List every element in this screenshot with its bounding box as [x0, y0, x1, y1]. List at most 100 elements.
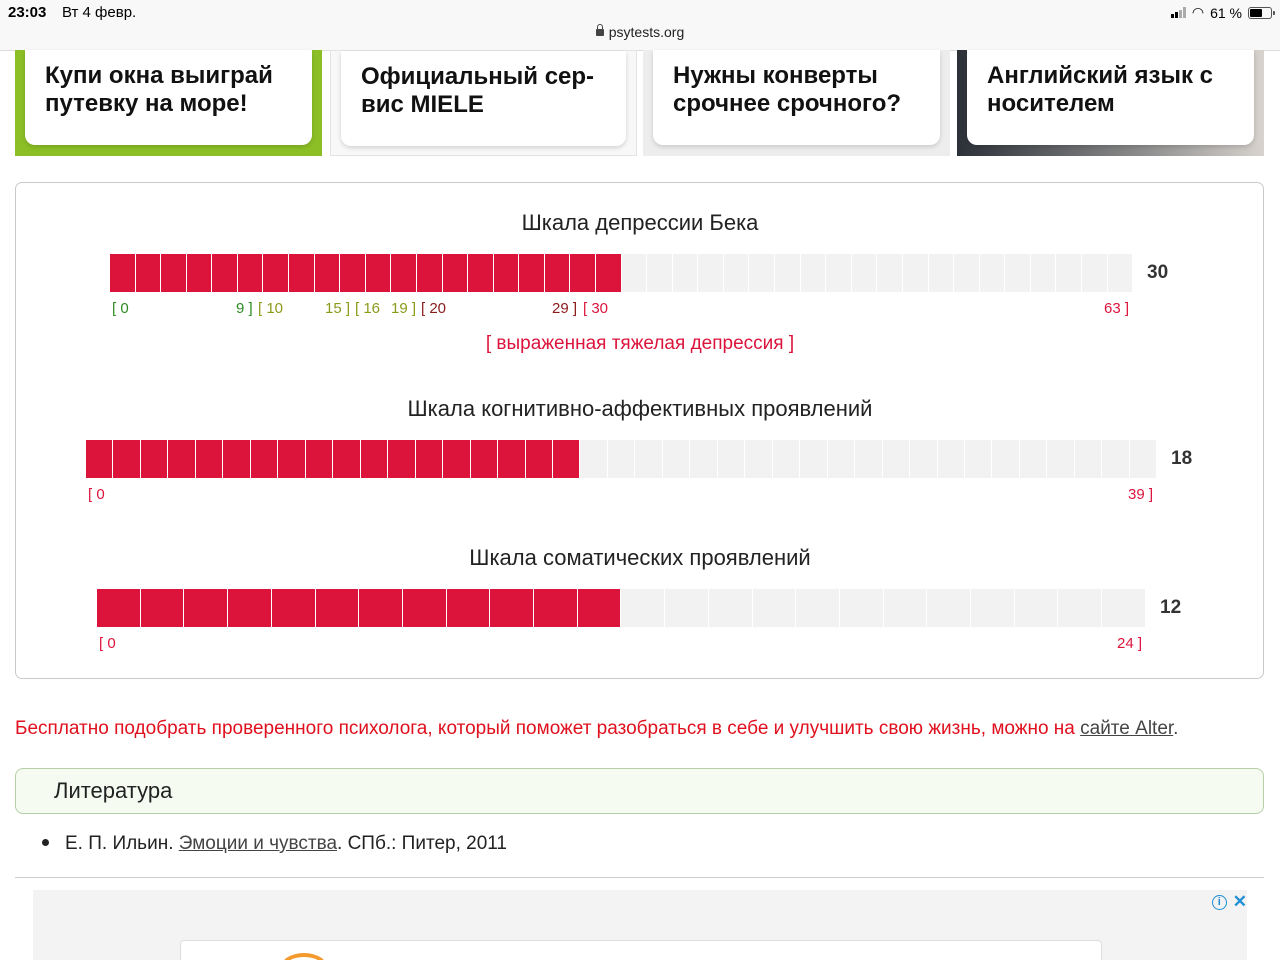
tick-label: 24 ]	[1117, 635, 1143, 652]
bar-segment-filled	[289, 254, 315, 292]
ad-info-icon[interactable]: i	[1211, 894, 1227, 910]
bar-segment-empty	[621, 254, 648, 292]
scale-bar-somatic	[97, 589, 1146, 627]
bar-segment-filled	[212, 254, 238, 292]
bar-segment-empty	[855, 440, 883, 478]
bar-segment-empty	[1047, 440, 1075, 478]
ad-banner-english[interactable]: Английский язык с носителем	[957, 50, 1264, 156]
bar-segment-empty	[775, 254, 801, 292]
bar-segment-empty	[672, 254, 699, 292]
bar-segment-filled	[442, 254, 469, 292]
bar-segment-empty	[826, 254, 852, 292]
bar-segment-filled	[314, 254, 341, 292]
ad-close-icon[interactable]: ✕	[1232, 892, 1247, 911]
ad-text: Официальный сер­вис MIELE	[361, 63, 595, 118]
bar-segment-empty	[772, 440, 801, 478]
tick-label: 9 ]	[236, 300, 253, 317]
bar-segment-filled	[333, 440, 361, 478]
promo-text: Бесплатно подобрать проверенного психоло…	[15, 718, 1178, 740]
bar-segment-filled	[388, 440, 416, 478]
bar-segment-filled	[498, 440, 526, 478]
ad-banner-windows[interactable]: Купи окна выиграй путевку на море!	[15, 50, 322, 156]
scale-verdict: [ выраженная тяжелая депрессия ]	[485, 333, 795, 354]
bar-segment-empty	[745, 440, 773, 478]
bar-segment-filled	[577, 589, 622, 627]
bar-segment-filled	[544, 254, 571, 292]
scale-score-somatic: 12	[1160, 597, 1182, 618]
tick-label: [ 0	[88, 486, 105, 503]
bullet	[42, 839, 49, 846]
bar-segment-empty	[665, 589, 709, 627]
bar-segment-filled	[402, 589, 447, 627]
bar-segment-filled	[416, 254, 443, 292]
bar-segment-filled	[525, 440, 553, 478]
scale-bar-cognitive	[86, 440, 1158, 478]
scale-title-beck: Шкала депрессии Бека	[521, 210, 759, 235]
bar-segment-empty	[851, 254, 878, 292]
bar-segment-filled	[237, 254, 264, 292]
bar-segment-empty	[827, 440, 856, 478]
literature-book-link[interactable]: Эмоции и чувства	[178, 833, 338, 854]
ad-text: Купи окна выиграй путевку на море!	[45, 62, 273, 117]
bar-segment-filled	[360, 440, 389, 478]
ad-banner-envelopes[interactable]: Нужны конверты срочнее срочного?	[643, 50, 950, 156]
address-bar[interactable]: psytests.org	[0, 24, 1280, 40]
bar-segment-filled	[168, 440, 196, 478]
bar-segment-empty	[621, 589, 666, 627]
bar-segment-empty	[839, 589, 884, 627]
bar-segment-filled	[140, 589, 185, 627]
literature-publisher: . СПб.: Питер, 2011	[337, 833, 507, 854]
bar-segment-empty	[647, 254, 673, 292]
bottom-ad[interactable]	[33, 890, 1247, 960]
bar-segment-empty	[1014, 589, 1059, 627]
battery-icon	[1248, 6, 1275, 19]
bar-segment-empty	[1129, 440, 1158, 478]
bar-segment-filled	[86, 440, 114, 478]
tick-label: 63 ]	[1104, 300, 1130, 317]
bar-segment-filled	[340, 254, 366, 292]
bar-segment-filled	[415, 440, 444, 478]
bar-segment-empty	[1056, 254, 1082, 292]
tick-label: [ 20	[421, 300, 447, 317]
bar-segment-empty	[979, 254, 1006, 292]
bar-segment-empty	[796, 589, 840, 627]
bar-segment-empty	[877, 254, 903, 292]
bar-segment-empty	[580, 440, 608, 478]
bar-segment-empty	[1030, 254, 1057, 292]
literature-heading: Литература	[54, 778, 173, 803]
tick-label: 15 ]	[325, 300, 351, 317]
date: Вт 4 февр.	[62, 4, 137, 21]
bar-segment-filled	[140, 440, 169, 478]
tick-label: [ 30	[583, 300, 609, 317]
bar-segment-empty	[954, 254, 980, 292]
scale-bar-beck	[110, 254, 1134, 292]
tick-label: [ 0	[112, 300, 129, 317]
ad-banner-miele[interactable]: Официальный сер­вис MIELE	[330, 50, 637, 156]
bar-segment-empty	[1019, 440, 1048, 478]
bar-segment-empty	[910, 440, 938, 478]
bar-segment-filled	[263, 254, 290, 292]
battery-percent: 61 %	[1210, 4, 1242, 21]
bar-segment-empty	[1074, 440, 1103, 478]
bar-segment-empty	[928, 254, 955, 292]
alter-link[interactable]: сайте Alter	[1080, 718, 1174, 739]
tick-label: 19 ]	[391, 300, 417, 317]
status-bar: 23:03 Вт 4 февр. psytests.org ◠ 61 %	[0, 0, 1280, 51]
bar-segment-filled	[570, 254, 596, 292]
promo-body: Бесплатно подобрать проверенного психоло…	[15, 718, 1081, 739]
lock-icon	[595, 24, 604, 36]
bar-segment-filled	[359, 589, 403, 627]
bar-segment-empty	[927, 589, 972, 627]
bar-segment-filled	[113, 440, 141, 478]
bar-segment-empty	[752, 589, 797, 627]
bar-segment-empty	[882, 440, 911, 478]
bar-segment-filled	[184, 589, 229, 627]
bar-segment-filled	[186, 254, 213, 292]
bar-segment-empty	[800, 254, 827, 292]
ad-inner-card[interactable]	[180, 940, 1102, 960]
bar-segment-filled	[552, 440, 581, 478]
bar-segment-filled	[135, 254, 162, 292]
cellular-signal-icon	[1170, 7, 1186, 18]
bar-segment-empty	[635, 440, 663, 478]
bar-segment-filled	[228, 589, 272, 627]
